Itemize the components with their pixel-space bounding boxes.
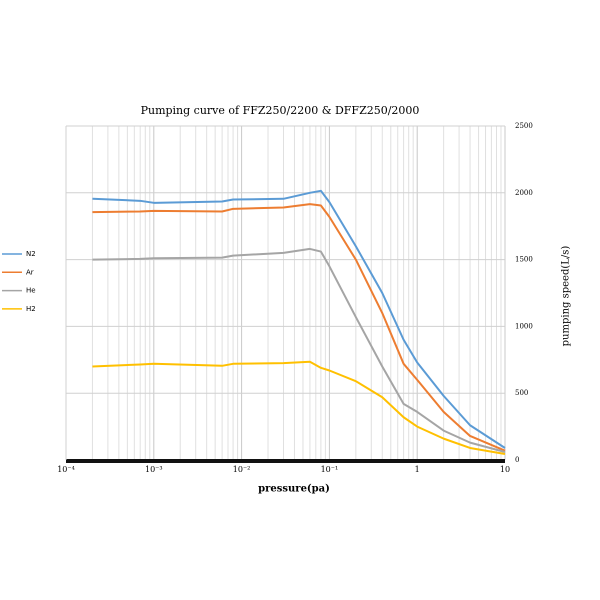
x-axis-label: pressure(pa)	[258, 484, 330, 495]
series-line	[92, 360, 506, 455]
series-line	[92, 247, 506, 453]
chart-title: Pumping curve of FFZ250/2200 & DFFZ250/2…	[141, 104, 420, 117]
y-axis-label: pumping speed(L/s)	[561, 246, 572, 347]
x-tick-label: 10⁻¹	[321, 465, 339, 474]
legend-label: He	[26, 287, 36, 295]
x-tick-label: 10⁻⁴	[57, 465, 75, 474]
legend-label: N2	[26, 250, 36, 258]
x-tick-label: 10⁻³	[145, 465, 163, 474]
legend-label: Ar	[26, 268, 34, 276]
legend-label: H2	[26, 305, 36, 313]
x-tick-label: 1	[415, 465, 420, 474]
y-tick-label: 500	[515, 389, 528, 397]
y-tick-label: 2000	[515, 189, 533, 197]
y-tick-label: 2500	[515, 122, 533, 130]
x-tick-label: 10	[500, 465, 510, 474]
x-tick-label: 10⁻²	[233, 465, 251, 474]
y-tick-label: 0	[515, 456, 519, 464]
series-line	[92, 203, 506, 452]
series-line	[92, 189, 506, 449]
y-tick-label: 1000	[515, 322, 533, 330]
y-tick-label: 1500	[515, 256, 533, 264]
